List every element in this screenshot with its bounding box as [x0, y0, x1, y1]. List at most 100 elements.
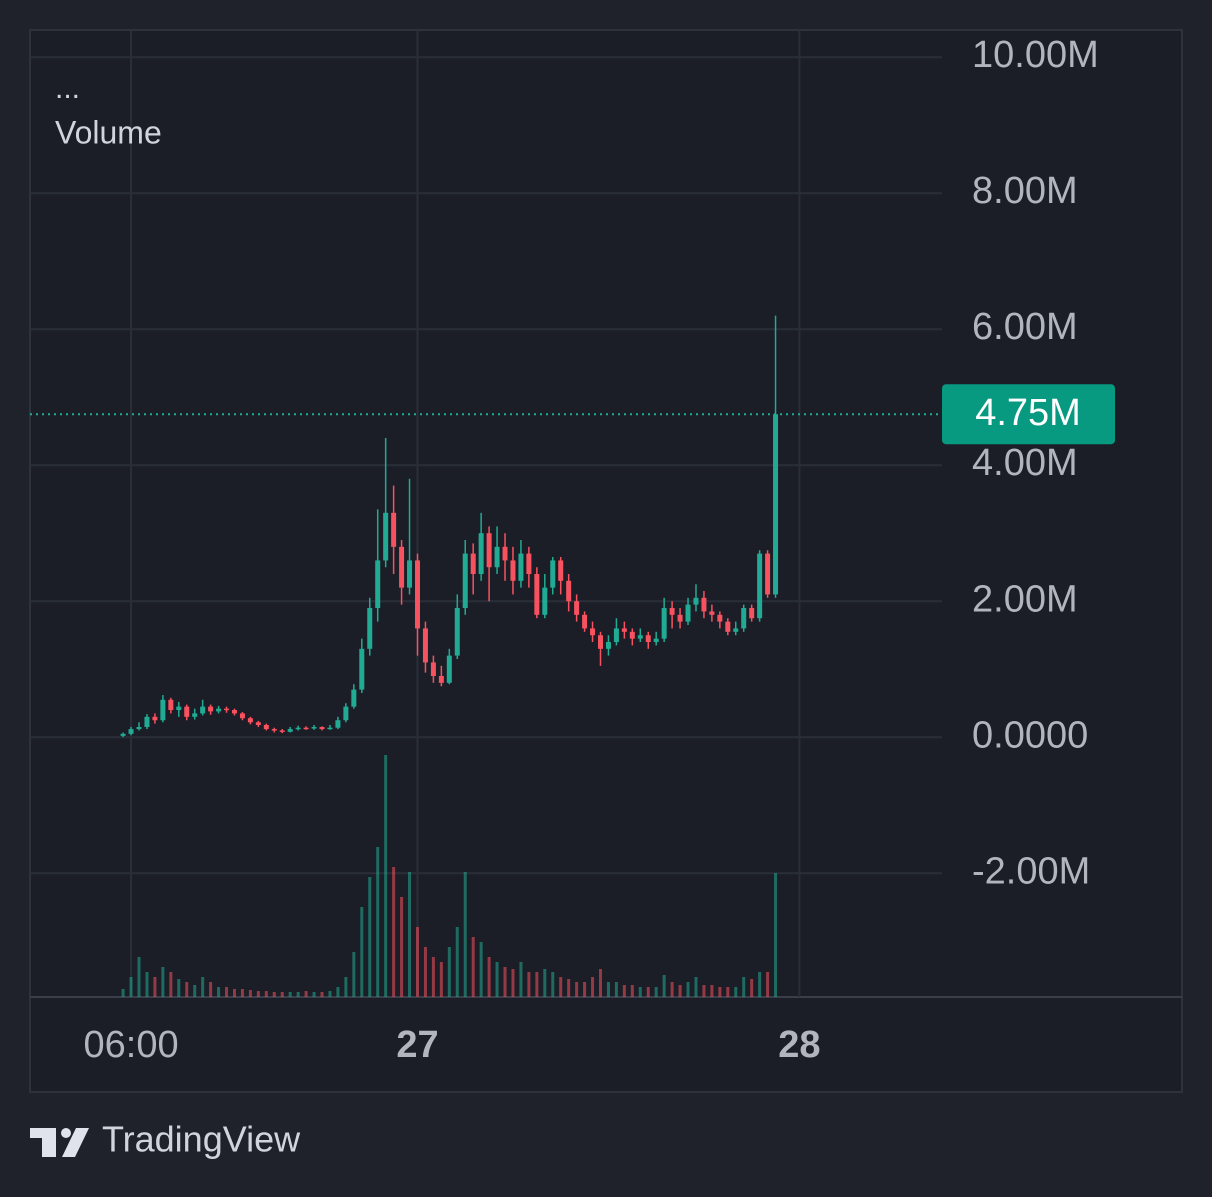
volume-bar — [654, 987, 658, 997]
candle-body — [311, 727, 317, 729]
candle-body — [255, 722, 261, 725]
volume-bar — [614, 982, 618, 997]
volume-bar — [598, 969, 602, 997]
candle-body — [391, 512, 397, 547]
candle-body — [303, 727, 309, 730]
candle-body — [661, 608, 667, 639]
volume-bar — [368, 877, 372, 997]
volume-bar — [742, 977, 746, 997]
volume-bar — [209, 982, 213, 997]
volume-bar — [551, 972, 555, 997]
candle-body — [510, 560, 516, 581]
volume-bar — [734, 987, 738, 997]
candle-body — [239, 713, 245, 719]
candle-body — [701, 597, 707, 612]
brand-name: TradingView — [102, 1119, 301, 1160]
volume-bar — [431, 957, 435, 997]
candle-body — [574, 601, 580, 615]
candle-body — [422, 628, 428, 663]
candle-body — [534, 574, 540, 615]
candle-body — [478, 533, 484, 575]
candle-body — [765, 553, 771, 595]
candle-body — [231, 710, 237, 714]
candle-body — [773, 414, 779, 595]
volume-bar — [638, 987, 642, 997]
candle-body — [247, 718, 253, 723]
volume-bar — [463, 872, 467, 997]
volume-bar — [423, 947, 427, 997]
candle-body — [279, 730, 285, 732]
candle-body — [494, 546, 500, 568]
volume-bar — [153, 977, 157, 997]
candle-body — [558, 560, 564, 581]
candle-body — [319, 727, 325, 730]
candle-body — [120, 733, 126, 736]
volume-bar — [567, 979, 571, 997]
volume-bar — [336, 987, 340, 997]
y-tick-label: 0.0000 — [972, 714, 1088, 756]
volume-layer — [121, 755, 778, 997]
volume-bar — [392, 867, 396, 997]
candle-body — [502, 546, 508, 561]
candle-body — [414, 560, 420, 629]
volume-bar — [177, 979, 181, 997]
volume-bar — [384, 755, 388, 997]
candle-body — [653, 638, 659, 643]
candle-body — [446, 655, 452, 683]
volume-bar — [400, 897, 404, 997]
x-tick-label: 06:00 — [84, 1024, 179, 1066]
candle-body — [200, 706, 206, 714]
volume-bar — [145, 972, 149, 997]
candle-body — [733, 628, 739, 632]
candle-body — [590, 628, 596, 636]
volume-bar — [304, 991, 308, 997]
volume-bar — [312, 992, 316, 997]
volume-bar — [328, 991, 332, 997]
volume-bar — [280, 992, 284, 997]
volume-bar — [193, 985, 197, 997]
volume-bar — [511, 969, 515, 997]
volume-bar — [487, 957, 491, 997]
y-tick-label: 8.00M — [972, 170, 1078, 212]
candle-body — [550, 560, 556, 588]
candle-body — [542, 587, 548, 615]
candle-body — [128, 729, 134, 734]
candle-body — [343, 706, 349, 721]
candle-body — [168, 699, 174, 711]
candle-body — [383, 512, 389, 561]
volume-bar — [439, 962, 443, 997]
volume-bar — [376, 847, 380, 997]
volume-bar — [646, 987, 650, 997]
volume-bar — [201, 977, 205, 997]
volume-bar — [519, 962, 523, 997]
candle-body — [597, 635, 603, 649]
y-tick-label: 2.00M — [972, 578, 1078, 620]
candle-body — [486, 533, 492, 568]
candle-body — [367, 608, 373, 649]
candle-body — [359, 648, 365, 690]
volume-bar — [232, 989, 236, 997]
candle-body — [462, 553, 468, 609]
candle-body — [629, 631, 635, 639]
candle-body — [526, 553, 532, 575]
candle-body — [351, 689, 357, 707]
candle-body — [176, 706, 182, 711]
volume-bar — [447, 947, 451, 997]
volume-bar — [185, 982, 189, 997]
legend-title[interactable]: ... — [55, 72, 80, 105]
candle-body — [399, 546, 405, 588]
volume-bar — [670, 982, 674, 997]
candle-body — [407, 560, 413, 588]
candle-body — [685, 604, 691, 622]
volume-bar — [415, 927, 419, 997]
volume-bar — [169, 972, 173, 997]
volume-bar — [360, 907, 364, 997]
candle-body — [224, 708, 230, 711]
candle-body — [621, 628, 627, 632]
candle-body — [677, 614, 683, 622]
candle-body — [757, 553, 763, 619]
candle-body — [208, 706, 214, 712]
volume-bar — [630, 985, 634, 997]
candle-body — [287, 729, 293, 732]
y-tick-label: -2.00M — [972, 850, 1090, 892]
